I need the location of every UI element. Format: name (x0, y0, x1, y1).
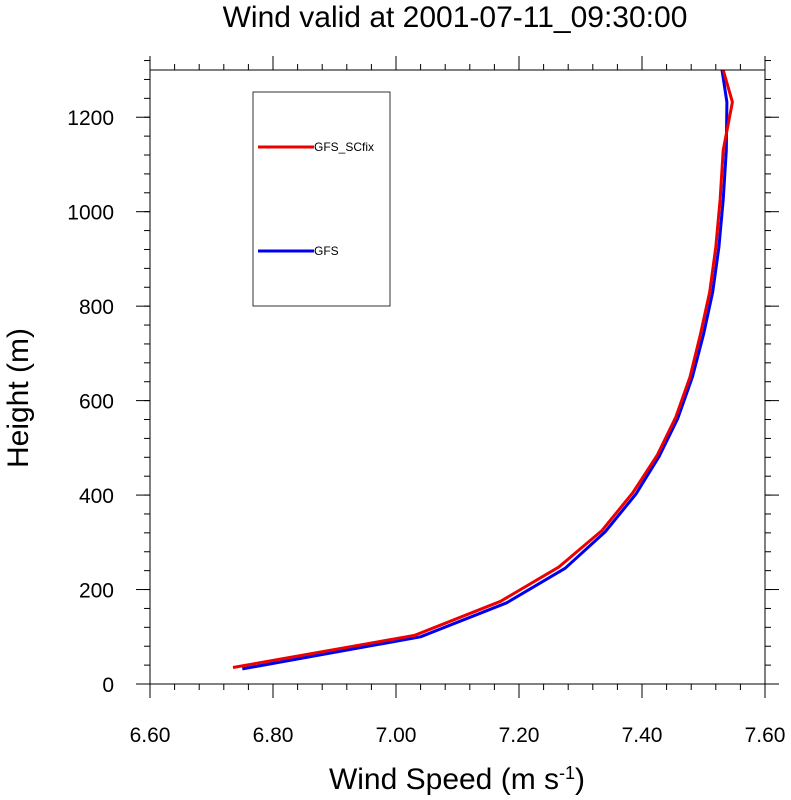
y-tick-label: 1000 (67, 202, 114, 225)
y-tick-label: 600 (79, 391, 114, 414)
y-tick-label: 200 (79, 580, 114, 603)
x-tick-label: 7.40 (622, 724, 663, 747)
x-axis-label-tail: ) (575, 763, 585, 796)
y-tick-label: 1200 (67, 107, 114, 130)
legend: GFS_SCfix GFS (252, 91, 391, 307)
series-line-gfs-scfix (232, 69, 734, 669)
x-tick-label: 6.60 (130, 724, 171, 747)
y-tick-label: 800 (79, 296, 114, 319)
y-tick-label: 0 (102, 674, 114, 697)
chart-title: Wind valid at 2001-07-11_09:30:00 (223, 1, 688, 34)
legend-label: GFS (314, 244, 339, 258)
legend-items: GFS_SCfix GFS (258, 140, 374, 258)
x-tick-label: 7.60 (745, 724, 786, 747)
series-layer (232, 69, 734, 671)
x-axis-label: Wind Speed (m s-1) (329, 763, 585, 796)
x-tick-label: 7.00 (376, 724, 417, 747)
legend-box (252, 91, 391, 307)
x-axis-label-base: Wind Speed (m s (329, 763, 559, 796)
series-line-gfs (242, 69, 729, 671)
y-tick-label: 400 (79, 485, 114, 508)
tick-marks (136, 56, 779, 698)
legend-label: GFS_SCfix (314, 140, 374, 154)
plot-frame (149, 69, 766, 685)
x-tick-label: 7.20 (499, 724, 540, 747)
y-axis-label: Height (m) (2, 328, 35, 468)
x-axis-label-superscript: -1 (559, 763, 575, 783)
x-tick-label: 6.80 (253, 724, 294, 747)
tick-labels: 6.60 6.80 7.00 7.20 7.40 7.60 0 200 400 600 800 100… (67, 107, 785, 747)
